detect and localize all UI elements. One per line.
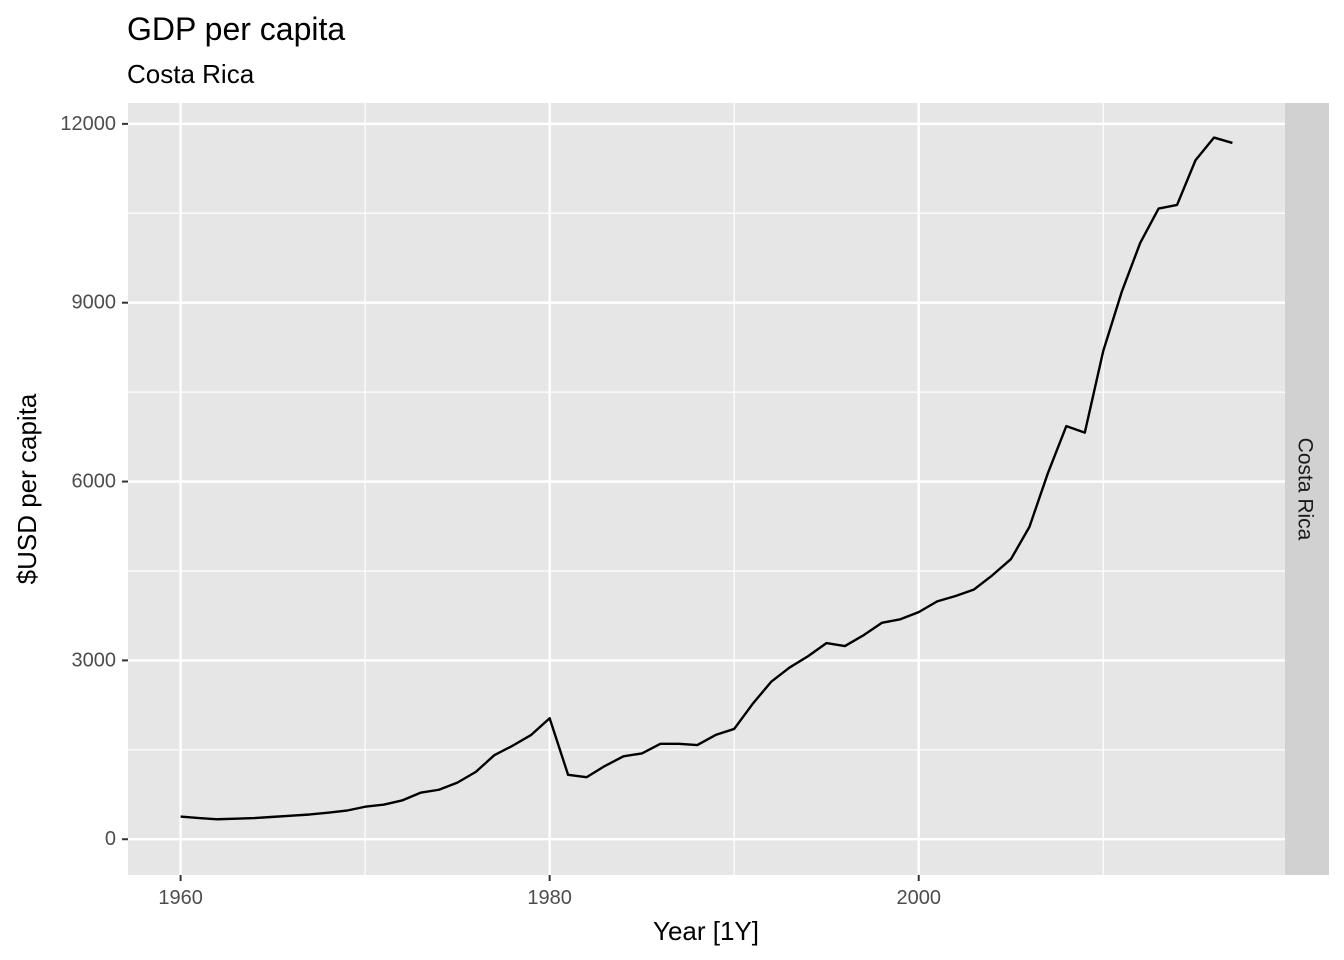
chart-title: GDP per capita bbox=[127, 11, 345, 47]
x-tick-label: 2000 bbox=[896, 887, 941, 909]
major-gridlines bbox=[128, 103, 1285, 875]
x-tick-label: 1980 bbox=[527, 887, 572, 909]
chart-subtitle: Costa Rica bbox=[127, 59, 255, 89]
y-tick-label: 12000 bbox=[60, 113, 116, 135]
minor-gridlines bbox=[128, 103, 1285, 875]
facet-strip bbox=[1285, 103, 1329, 875]
gdp-series-line bbox=[180, 136, 1233, 821]
x-axis-title: Year [1Y] bbox=[653, 916, 759, 946]
facet-strip-label: Costa Rica bbox=[1294, 438, 1317, 541]
y-axis-title: $USD per capita bbox=[12, 393, 42, 584]
y-tick-label: 6000 bbox=[72, 471, 117, 493]
y-tick-label: 9000 bbox=[72, 292, 117, 314]
y-tick-label: 0 bbox=[105, 828, 116, 850]
y-axis: 0 3000 6000 9000 12000 bbox=[60, 113, 128, 850]
y-tick-label: 3000 bbox=[72, 649, 117, 671]
x-axis: 1960 1980 2000 bbox=[158, 875, 941, 909]
plot-panel bbox=[128, 103, 1285, 875]
x-tick-label: 1960 bbox=[158, 887, 203, 909]
